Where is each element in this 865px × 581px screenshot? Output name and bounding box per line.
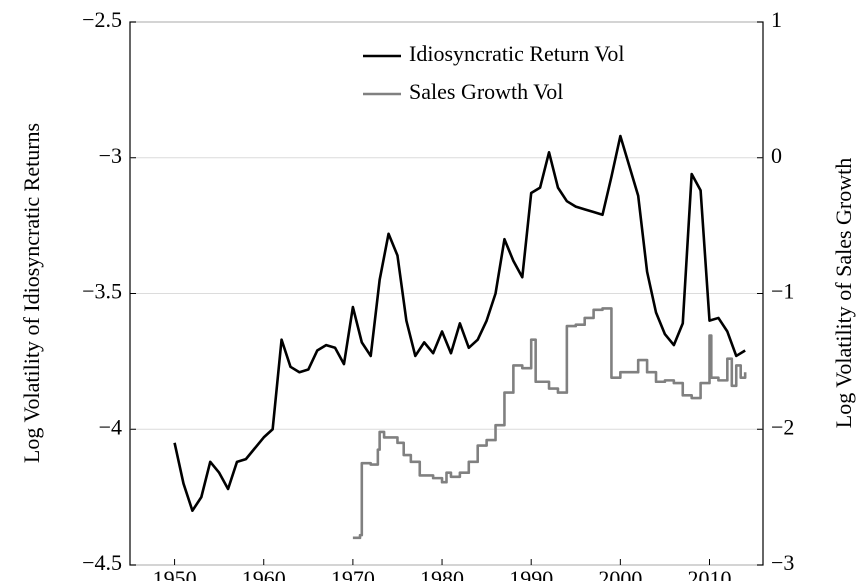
x-tick-label: 1950 xyxy=(153,566,197,581)
y2-tick-label: 0 xyxy=(771,143,782,168)
y-tick-label: −4.5 xyxy=(82,550,122,575)
y2-tick-label: 1 xyxy=(771,7,782,32)
x-tick-label: 1970 xyxy=(331,566,375,581)
x-tick-label: 1980 xyxy=(420,566,464,581)
y2-axis-label: Log Volatility of Sales Growth xyxy=(831,158,856,429)
y2-tick-label: −3 xyxy=(771,550,794,575)
y-tick-label: −3 xyxy=(99,143,122,168)
legend-label: Idiosyncratic Return Vol xyxy=(409,41,625,66)
y-tick-label: −4 xyxy=(99,414,122,439)
y2-tick-label: −2 xyxy=(771,414,794,439)
y2-tick-label: −1 xyxy=(771,279,794,304)
y-tick-label: −3.5 xyxy=(82,279,122,304)
series-line xyxy=(352,307,747,540)
y-axis-label: Log Volatility of Idiosyncratic Returns xyxy=(19,123,44,463)
x-tick-label: 2000 xyxy=(598,566,642,581)
series-line xyxy=(173,134,746,512)
legend-label: Sales Growth Vol xyxy=(409,79,563,104)
x-tick-label: 1990 xyxy=(509,566,553,581)
x-tick-label: 2010 xyxy=(688,566,732,581)
x-tick-label: 1960 xyxy=(242,566,286,581)
y-tick-label: −2.5 xyxy=(82,7,122,32)
